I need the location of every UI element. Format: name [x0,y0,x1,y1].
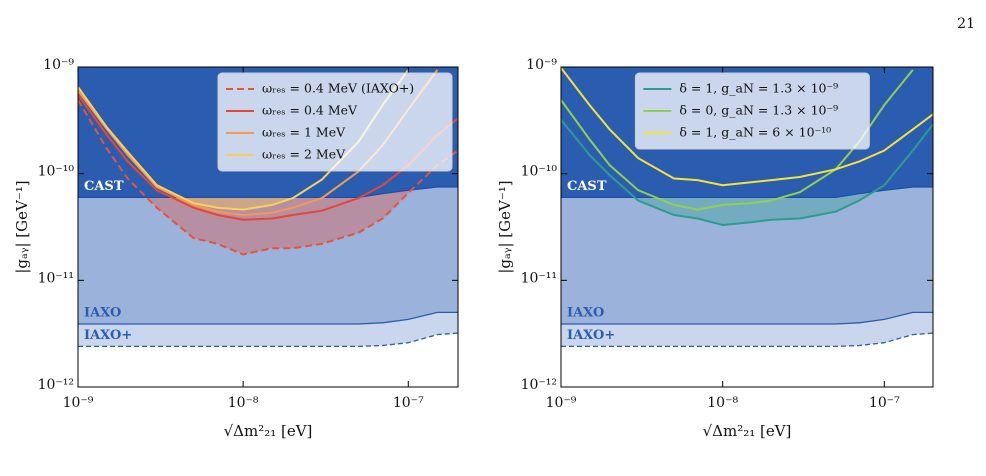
legend-label: ωᵣₑₛ = 0.4 MeV (IAXO+) [262,81,414,96]
legend-box [634,72,870,150]
series-fill [78,186,458,255]
series-line [561,119,933,227]
y-tick-label: 10⁻¹⁰ [38,164,75,180]
y-tick-label: 10⁻¹¹ [38,270,74,286]
region-label: IAXO+ [84,328,132,343]
y-tick-label: 10⁻¹¹ [521,270,557,286]
x-tick-label: 10⁻⁹ [63,395,94,411]
axes-frame [77,66,459,388]
x-tick-label: 10⁻⁷ [393,395,424,411]
legend-label: δ = 1, g_aN = 1.3 × 10⁻⁹ [679,81,838,96]
page-number: 21 [957,16,975,32]
region-label: IAXO+ [567,328,615,343]
region-label: IAXO [567,305,604,320]
x-tick-label: 10⁻⁸ [707,395,738,411]
legend-label: ωᵣₑₛ = 2 MeV [262,147,346,162]
x-tick-label: 10⁻⁹ [546,395,577,411]
y-tick-label: 10⁻¹⁰ [521,164,558,180]
legend-label: ωᵣₑₛ = 0.4 MeV [262,103,358,118]
y-tick-label: 10⁻⁹ [43,57,74,73]
y-tick-label: 10⁻¹² [521,377,557,393]
legend-label: ωᵣₑₛ = 1 MeV [262,125,346,140]
fills [78,186,458,255]
y-tick-label: 10⁻¹² [38,377,74,393]
region-label: CAST [84,179,124,194]
region-line [561,332,933,348]
region-area [561,187,933,324]
panel: CAST IAXO IAXO+ 10⁻¹² 10⁻¹¹ 10⁻¹⁰ 10⁻⁹ 10⁻⁹ 10⁻⁸… [13,57,459,440]
region-area [78,312,458,347]
series-line [561,67,933,187]
y-axis-label: |gₐᵧ| [GeV⁻¹] [496,180,514,273]
legend-label: δ = 1, g_aN = 6 × 10⁻¹⁰ [679,125,831,140]
y-axis-label: |gₐᵧ| [GeV⁻¹] [13,180,31,273]
series-line [78,94,458,221]
x-axis-label: √Δm²₂₁ [eV] [224,422,313,440]
region-label: IAXO [84,305,121,320]
legend-label: δ = 0, g_aN = 1.3 × 10⁻⁹ [679,103,838,118]
region-area [561,312,933,347]
region-label: CAST [567,179,607,194]
y-tick-label: 10⁻⁹ [526,57,557,73]
region-line [78,186,458,198]
x-axis-label: √Δm²₂₁ [eV] [703,422,792,440]
x-tick-label: 10⁻⁸ [228,395,259,411]
region-line [78,332,458,348]
region-line [78,311,458,325]
axes-frame [560,66,934,388]
legend-box [217,72,453,172]
region-line [561,311,933,325]
x-tick-label: 10⁻⁷ [869,395,900,411]
panel: CAST IAXO IAXO+ 10⁻¹² 10⁻¹¹ 10⁻¹⁰ 10⁻⁹ 10⁻⁹ 10⁻⁸… [496,57,934,440]
